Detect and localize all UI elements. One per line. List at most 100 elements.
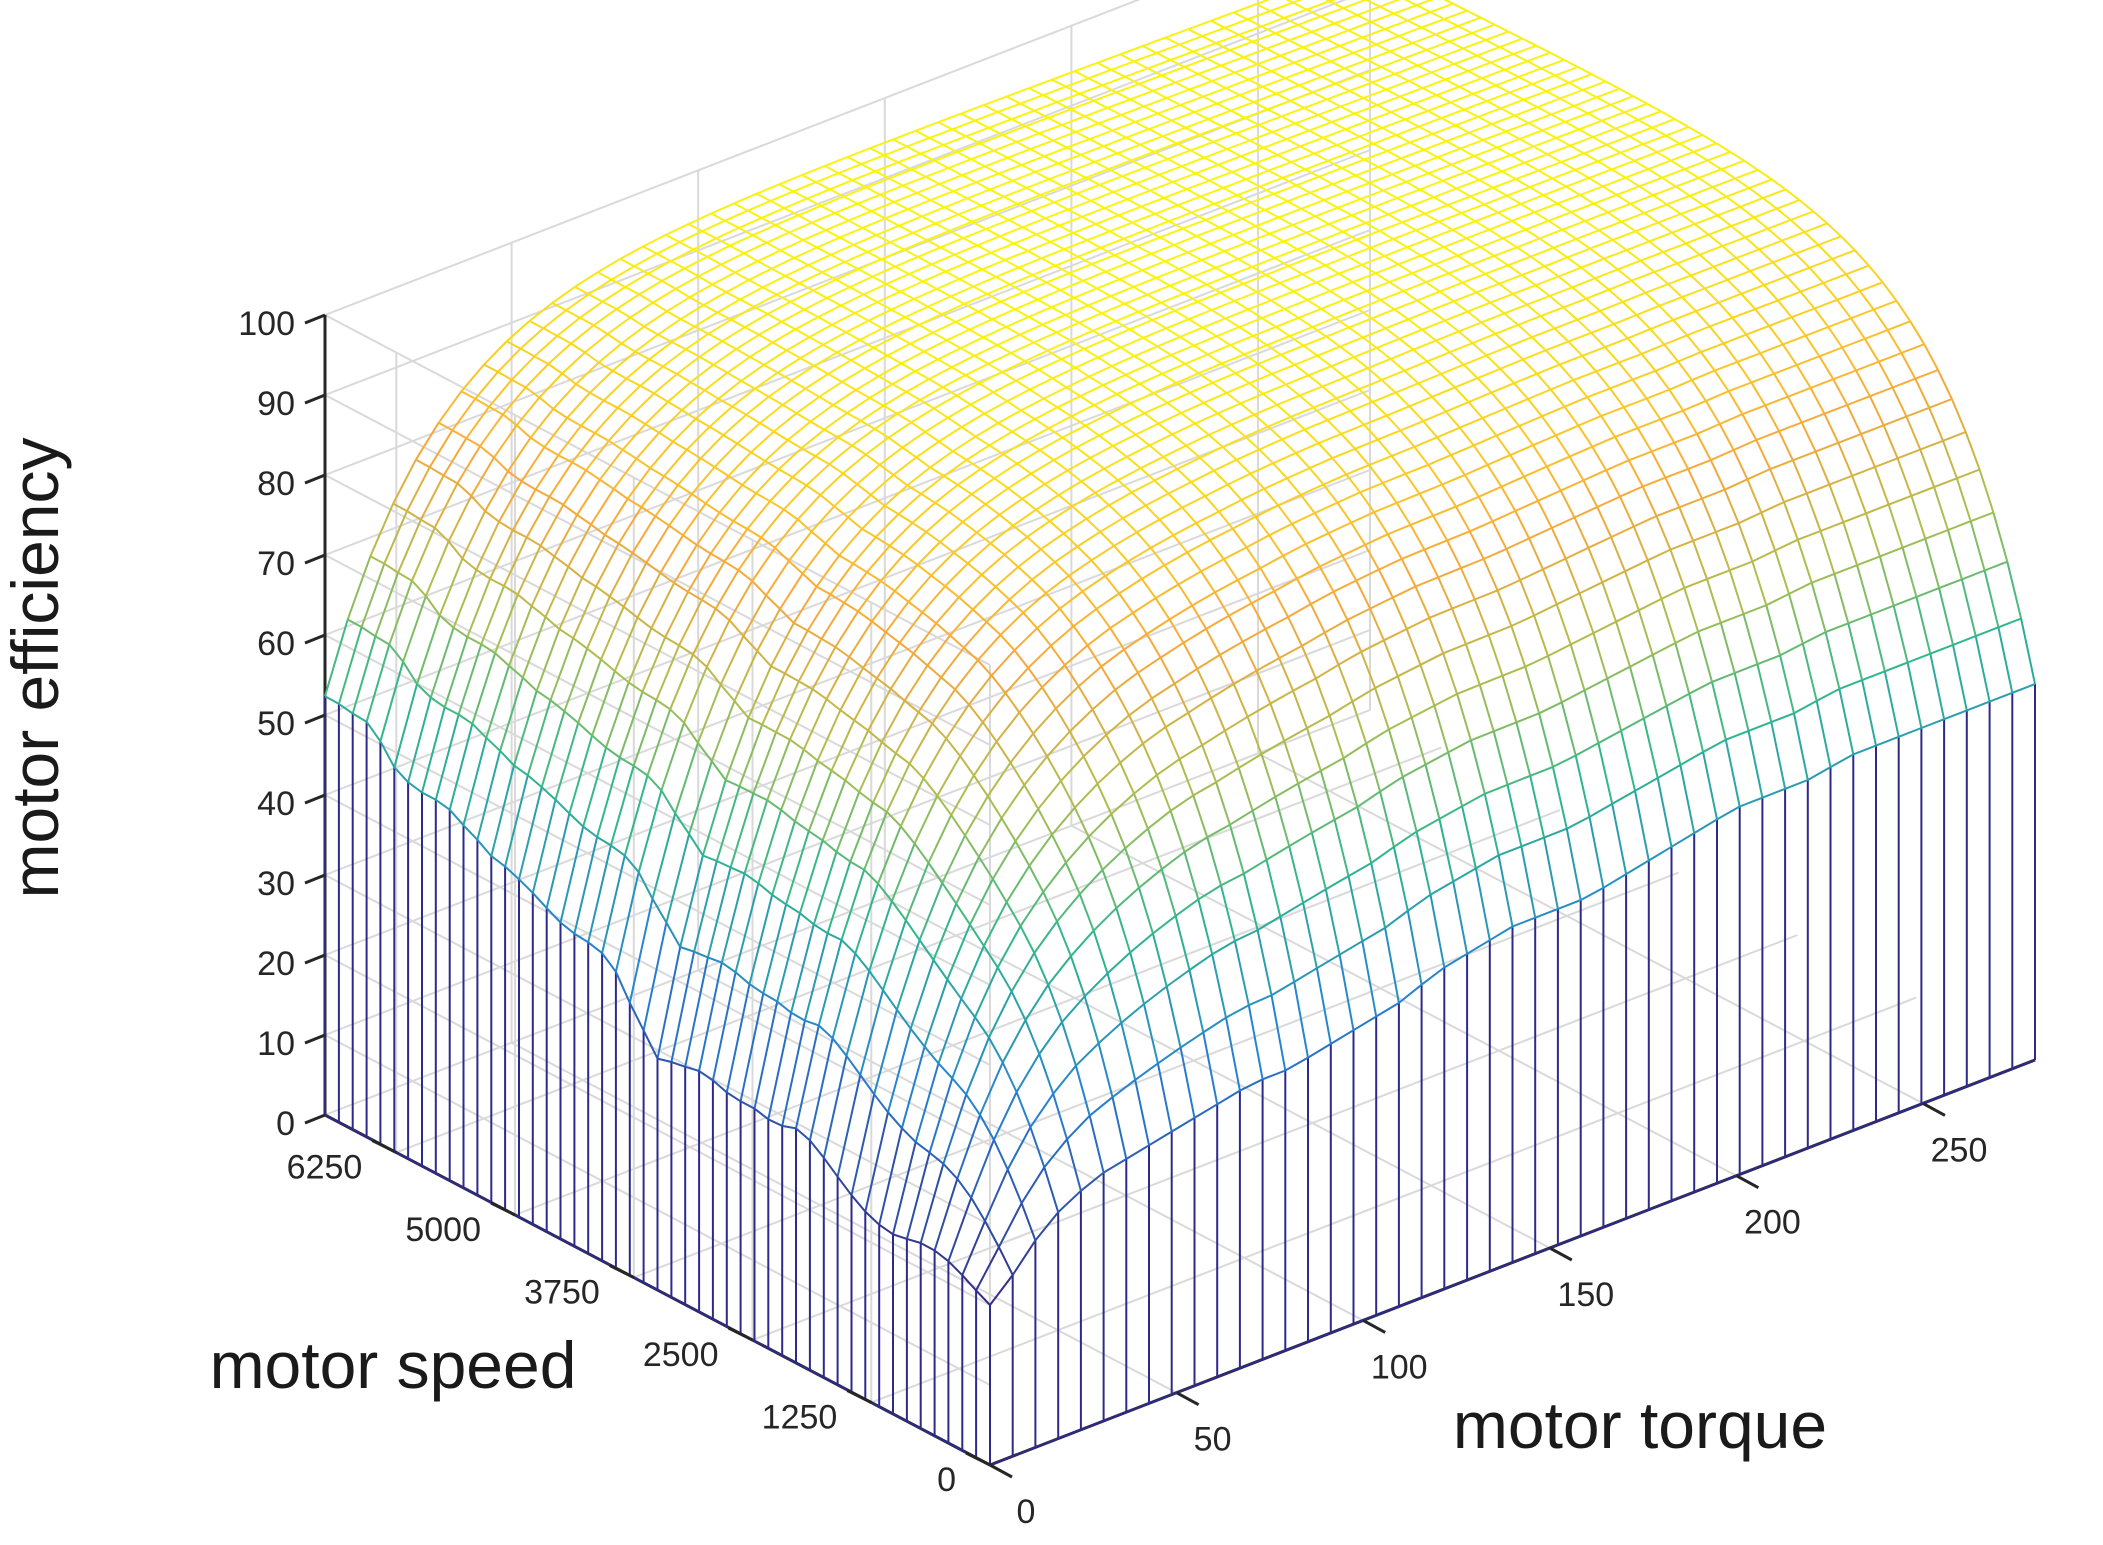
- mesh-line: [851, 444, 867, 456]
- mesh-line: [1626, 337, 1643, 355]
- mesh-line: [978, 382, 994, 394]
- mesh-line: [1928, 398, 1953, 409]
- mesh-line: [656, 946, 682, 1059]
- mesh-line: [1817, 244, 1833, 260]
- mesh-line: [1058, 494, 1074, 508]
- mesh-line: [871, 590, 896, 623]
- mesh-line: [994, 211, 1010, 221]
- mesh-line: [1724, 478, 1748, 491]
- mesh-line: [507, 470, 523, 483]
- mesh-line: [867, 688, 892, 731]
- mesh-line: [1029, 148, 1045, 158]
- mesh-line: [1474, 211, 1499, 223]
- mesh-line: [1317, 114, 1333, 123]
- mesh-line: [1229, 809, 1254, 826]
- mesh-line: [1822, 273, 1847, 284]
- mesh-line: [1640, 353, 1657, 372]
- mesh-line: [1644, 292, 1660, 307]
- mesh-line: [1024, 349, 1049, 363]
- mesh-line: [1565, 177, 1590, 188]
- mesh-line: [1248, 994, 1272, 1007]
- mesh-line: [1112, 445, 1128, 458]
- mesh-line: [1402, 290, 1418, 302]
- mesh-line: [910, 421, 926, 433]
- mesh-line: [1107, 402, 1132, 416]
- mesh-line: [932, 903, 958, 961]
- mesh-line: [479, 445, 495, 459]
- mesh-line: [958, 596, 974, 611]
- mesh-line: [1147, 363, 1163, 375]
- mesh-line: [1044, 208, 1069, 220]
- mesh-line: [761, 217, 776, 226]
- mesh-line: [1450, 92, 1474, 104]
- mesh-line: [1826, 222, 1842, 238]
- mesh-line: [547, 342, 572, 365]
- mesh-line: [1241, 217, 1257, 227]
- mesh-line: [1652, 185, 1677, 197]
- mesh-line: [1413, 94, 1437, 105]
- mesh-line: [1499, 46, 1514, 55]
- mesh-line: [1060, 755, 1085, 782]
- mesh-line: [1316, 53, 1332, 63]
- mesh-line: [1170, 354, 1186, 365]
- mesh-line: [1014, 808, 1040, 842]
- mesh-line: [666, 310, 682, 320]
- mesh-line: [1727, 270, 1751, 281]
- mesh-line: [1053, 446, 1077, 461]
- mesh-line: [1179, 1047, 1196, 1119]
- mesh-line: [1142, 45, 1158, 54]
- mesh-line: [692, 608, 717, 655]
- mesh-line: [1503, 312, 1519, 326]
- mesh-line: [906, 136, 930, 148]
- mesh-line: [1155, 583, 1179, 599]
- mesh-line: [957, 213, 973, 223]
- mesh-line: [1109, 627, 1125, 650]
- mesh-line: [1243, 353, 1259, 365]
- mesh-line: [711, 271, 736, 286]
- mesh-line: [1434, 33, 1450, 43]
- mesh-line: [997, 409, 1022, 424]
- mesh-line: [1621, 220, 1637, 233]
- mesh-line: [1078, 312, 1103, 324]
- mesh-line: [1494, 323, 1519, 335]
- mesh-line: [1473, 155, 1489, 165]
- mesh-line: [956, 1178, 973, 1199]
- mesh-line: [1236, 579, 1253, 604]
- mesh-line: [913, 843, 930, 864]
- mesh-line: [1693, 142, 1717, 153]
- mesh-line: [1051, 296, 1075, 309]
- z-tick: [304, 793, 326, 805]
- mesh-line: [1190, 149, 1205, 159]
- mesh-line: [347, 618, 363, 628]
- mesh-line: [1460, 558, 1485, 570]
- mesh-line: [883, 154, 899, 164]
- mesh-line: [1659, 418, 1676, 444]
- mesh-line: [820, 637, 836, 648]
- mesh-line: [1808, 267, 1825, 284]
- mesh-line: [1031, 201, 1055, 213]
- mesh-line: [784, 630, 809, 674]
- mesh-line: [1681, 287, 1706, 299]
- mesh-line: [951, 1016, 976, 1079]
- mesh-line: [1121, 412, 1145, 426]
- mesh-line: [1356, 806, 1373, 864]
- mesh-line: [1108, 491, 1133, 507]
- mesh-line: [1284, 299, 1308, 310]
- mesh-line: [1622, 291, 1646, 303]
- mesh-line: [1574, 755, 1591, 818]
- mesh-line: [1283, 240, 1298, 251]
- mesh-line: [1098, 434, 1114, 447]
- mesh-line: [1215, 33, 1240, 45]
- mesh-line: [1596, 96, 1611, 106]
- mesh-line: [950, 814, 966, 837]
- mesh-line: [1379, 221, 1403, 232]
- mesh-line: [1764, 404, 1780, 432]
- mesh-line: [1050, 306, 1066, 316]
- mesh-line: [1485, 354, 1501, 370]
- mesh-line: [909, 342, 925, 353]
- mesh-line: [957, 204, 982, 216]
- mesh-line: [1039, 436, 1063, 451]
- mesh-line: [1002, 134, 1017, 143]
- mesh-line: [1978, 469, 1995, 513]
- mesh-line: [1322, 483, 1339, 504]
